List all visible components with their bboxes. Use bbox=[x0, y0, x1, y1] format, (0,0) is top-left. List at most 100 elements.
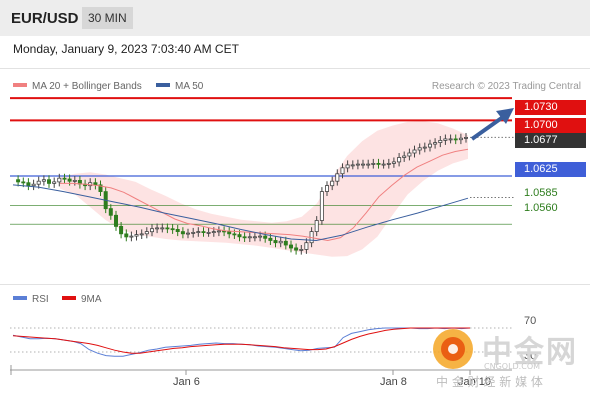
candle-body bbox=[98, 184, 103, 192]
candle-body bbox=[247, 236, 252, 239]
candle-body bbox=[360, 163, 365, 166]
rsi-level-70-label: 70 bbox=[524, 315, 537, 327]
rsi-swatch bbox=[13, 296, 27, 301]
candle-body bbox=[340, 167, 345, 175]
level-tag-r2: 1.0730 bbox=[515, 100, 586, 115]
candle-body bbox=[417, 147, 422, 151]
candle-body bbox=[114, 214, 119, 227]
candle-body bbox=[232, 233, 237, 236]
divider-rsi bbox=[0, 284, 590, 285]
watermark-domain: CNGOLD.COM bbox=[484, 362, 541, 371]
candle-body bbox=[160, 227, 165, 230]
bollinger-band bbox=[60, 121, 468, 257]
candle-body bbox=[443, 138, 448, 141]
divider-top bbox=[0, 68, 590, 69]
candle-body bbox=[299, 248, 304, 251]
candle-body bbox=[72, 179, 77, 182]
candle-body bbox=[206, 231, 211, 234]
candle-body bbox=[252, 236, 257, 239]
candle-body bbox=[381, 163, 386, 166]
ma20-swatch bbox=[13, 83, 27, 88]
interval-badge[interactable]: 30 MIN bbox=[82, 7, 133, 29]
candle-body bbox=[268, 237, 273, 241]
cngold-logo-icon bbox=[433, 329, 473, 369]
candle-body bbox=[448, 138, 453, 141]
candle-body bbox=[165, 227, 170, 230]
watermark-tagline: 中 金 财 经 新 媒 体 bbox=[436, 375, 543, 389]
candle-body bbox=[350, 164, 355, 167]
candle-body bbox=[345, 164, 350, 169]
candle-body bbox=[185, 232, 190, 235]
candle-body bbox=[288, 244, 293, 249]
candle-body bbox=[36, 180, 41, 185]
candle-body bbox=[427, 143, 432, 148]
watermark-name: 中金网 bbox=[482, 335, 578, 370]
candle-body bbox=[155, 227, 160, 230]
candle-body bbox=[438, 139, 443, 143]
candle-body bbox=[314, 220, 319, 233]
candle-body bbox=[335, 173, 340, 182]
candle-body bbox=[458, 137, 463, 141]
candle-body bbox=[355, 163, 360, 166]
rsi-ma-swatch bbox=[62, 296, 76, 301]
candle-body bbox=[26, 182, 31, 187]
candle-body bbox=[402, 155, 407, 158]
candle-body bbox=[263, 235, 268, 239]
candle-body bbox=[191, 231, 196, 234]
candle-body bbox=[108, 208, 113, 216]
level-tag-r1: 1.0700 bbox=[515, 118, 586, 133]
candle-body bbox=[119, 225, 124, 235]
candle-body bbox=[41, 179, 46, 182]
candle-body bbox=[124, 233, 129, 238]
candle-body bbox=[283, 240, 288, 246]
level-tag-pivot: 1.0625 bbox=[515, 162, 586, 177]
legend-rsi-ma: 9MA bbox=[62, 294, 102, 305]
candle-body bbox=[62, 177, 67, 180]
ma50-label: MA 50 bbox=[175, 81, 204, 92]
candle-body bbox=[170, 228, 175, 231]
x-tick-label: Jan 6 bbox=[173, 376, 200, 388]
candle-body bbox=[397, 157, 402, 163]
candle-body bbox=[47, 179, 52, 184]
level-tag-s2: 1.0560 bbox=[524, 202, 558, 214]
candle-body bbox=[391, 161, 396, 164]
rsi-ma-line bbox=[12, 327, 470, 354]
candle-body bbox=[57, 177, 62, 183]
symbol-label: EUR/USD bbox=[11, 10, 79, 27]
candle-body bbox=[376, 162, 381, 165]
candle-body bbox=[330, 180, 335, 187]
candle-body bbox=[258, 235, 263, 238]
candle-body bbox=[433, 142, 438, 145]
candle-body bbox=[52, 181, 57, 184]
candle-body bbox=[129, 235, 134, 238]
candle-body bbox=[386, 162, 391, 165]
candle-body bbox=[366, 163, 371, 166]
candle-body bbox=[407, 152, 412, 157]
candle-body bbox=[134, 234, 139, 237]
candle-body bbox=[211, 231, 216, 234]
candle-body bbox=[21, 181, 26, 184]
candle-body bbox=[453, 138, 458, 141]
credit-text: Research © 2023 Trading Central bbox=[431, 81, 581, 92]
rsi-level-30-label: 30 bbox=[524, 350, 537, 362]
ma20-label: MA 20 + Bollinger Bands bbox=[32, 81, 142, 92]
chart-datetime: Monday, January 9, 2023 7:03:40 AM CET bbox=[13, 42, 239, 56]
candle-body bbox=[324, 185, 329, 192]
chart-header: EUR/USD 30 MIN bbox=[0, 0, 590, 36]
candle-body bbox=[67, 178, 72, 182]
candle-body bbox=[93, 182, 98, 186]
candle-body bbox=[273, 240, 278, 244]
level-tag-last: 1.0677 bbox=[515, 133, 586, 148]
legend-rsi: RSI bbox=[13, 294, 49, 305]
candle-body bbox=[412, 149, 417, 154]
arrow-up-right-icon bbox=[496, 108, 514, 124]
candle-body bbox=[201, 231, 206, 234]
candle-body bbox=[180, 231, 185, 235]
candle-body bbox=[149, 228, 154, 233]
candle-body bbox=[139, 233, 144, 236]
candle-body bbox=[31, 183, 36, 187]
candle-body bbox=[175, 228, 180, 232]
rsi-ma-label: 9MA bbox=[81, 294, 102, 305]
candle-body bbox=[294, 247, 299, 251]
